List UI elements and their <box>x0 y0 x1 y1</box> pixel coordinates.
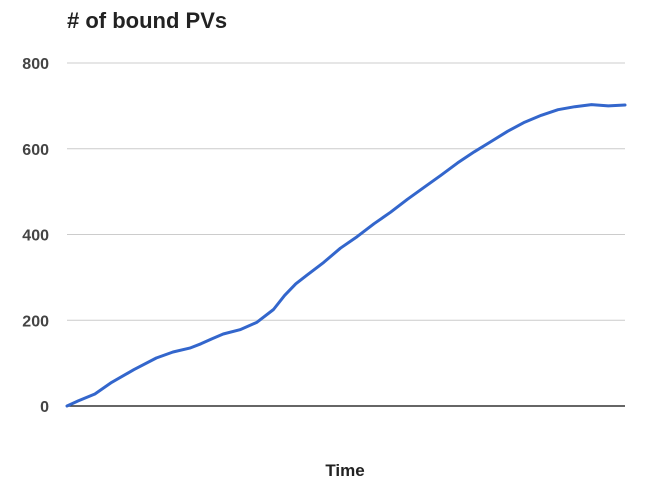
series-layer <box>65 103 627 408</box>
gridlines <box>67 62 625 407</box>
y-axis-ticks: 0 200 400 600 800 <box>22 56 49 416</box>
series-line <box>65 103 627 408</box>
y-tick-label: 200 <box>22 313 49 330</box>
chart-title: # of bound PVs <box>67 8 228 33</box>
y-tick-label: 0 <box>40 399 49 416</box>
y-tick-label: 400 <box>22 228 49 245</box>
x-axis-label: Time <box>325 461 365 480</box>
y-tick-label: 800 <box>22 56 49 73</box>
y-tick-label: 600 <box>22 142 49 159</box>
